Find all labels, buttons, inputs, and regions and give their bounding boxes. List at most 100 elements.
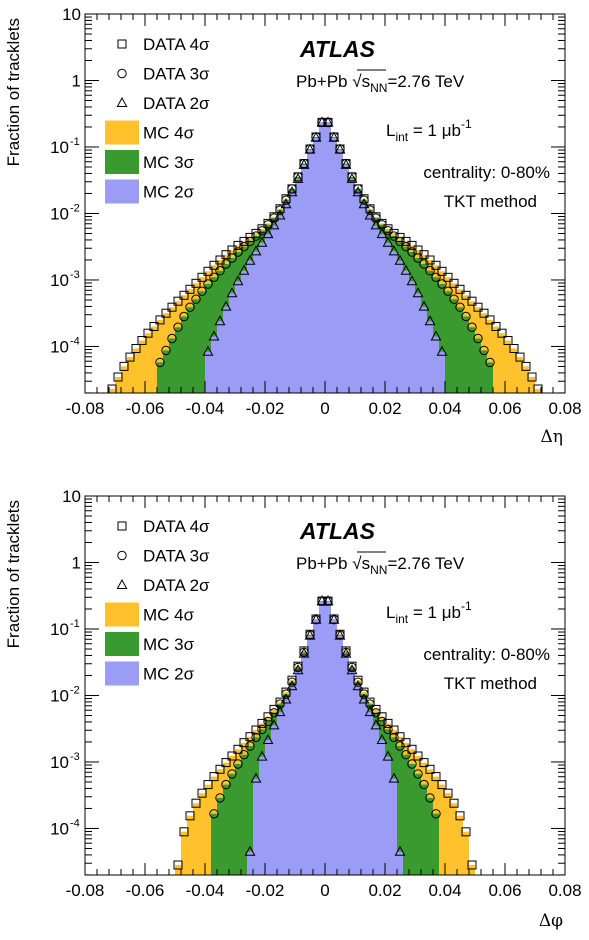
centrality-label: centrality: 0-80% (423, 645, 550, 664)
data-point (262, 733, 274, 744)
data-point (197, 272, 207, 282)
data-point (251, 732, 261, 743)
data-point (286, 680, 298, 691)
data-point (352, 186, 364, 197)
x-tick-label: -0.06 (126, 399, 165, 418)
data-point (244, 254, 256, 265)
data-point (365, 205, 375, 215)
data-point (382, 750, 394, 761)
data-point (191, 294, 201, 304)
data-point (304, 629, 316, 640)
legend-label: MC 4σ (143, 124, 195, 143)
data-point (286, 186, 298, 197)
data-point (287, 677, 297, 687)
data-point (400, 264, 412, 275)
data-point (239, 750, 249, 760)
y-tick-exponent: -2 (70, 202, 80, 214)
data-point (185, 811, 195, 821)
data-point (203, 279, 213, 289)
data-point (431, 772, 441, 782)
data-point (173, 296, 183, 306)
legend-label: MC 3σ (143, 635, 195, 654)
y-tick-exponent: -4 (70, 817, 80, 829)
y-tick-label: 10 (50, 204, 69, 223)
chart-panel-dphi: -0.08 -0.06 -0.04 -0.02 0 0.02 0.04 0.06 0.08 10 1… (4, 487, 582, 931)
x-axis-label: Δη (541, 427, 563, 447)
data-point (425, 793, 435, 803)
data-point (197, 788, 207, 798)
data-point (221, 259, 231, 269)
data-point (437, 279, 447, 289)
x-tick-label: 0.04 (428, 881, 461, 900)
y-tick-exponent: -3 (70, 269, 80, 281)
y-tick-label: 10 (62, 487, 81, 506)
data-point (394, 254, 406, 265)
data-point (179, 311, 189, 322)
data-point (155, 357, 165, 368)
data-point (215, 793, 225, 803)
data-point (268, 219, 280, 230)
data-point (334, 143, 346, 154)
data-point (461, 827, 471, 837)
legend-fill-swatch (105, 602, 139, 627)
data-point (359, 689, 369, 699)
data-point (413, 769, 423, 779)
y-tick-label: 10 (50, 337, 69, 356)
legend-fill-swatch (105, 632, 139, 656)
data-point (304, 143, 316, 154)
legend-label: MC 2σ (143, 183, 195, 202)
data-point (287, 184, 297, 194)
data-point (376, 733, 388, 744)
data-point (412, 287, 424, 298)
data-point (394, 845, 406, 856)
data-point (209, 809, 219, 819)
data-point (161, 308, 171, 318)
data-point (173, 322, 183, 332)
data-point (515, 352, 525, 362)
data-point (251, 725, 261, 735)
data-point (256, 750, 268, 761)
x-tick-label: 0.06 (488, 399, 521, 418)
legend-fill-swatch (105, 120, 139, 145)
data-point (358, 693, 370, 704)
x-tick-label: -0.08 (66, 881, 105, 900)
data-point (497, 328, 507, 338)
data-point (370, 219, 382, 230)
data-point (407, 759, 417, 769)
data-point (443, 788, 453, 798)
data-point (485, 357, 495, 368)
data-point (179, 290, 189, 300)
data-point (233, 744, 243, 754)
data-point (401, 242, 411, 252)
x-tick-label: -0.02 (246, 399, 285, 418)
data-point (119, 361, 129, 371)
data-point (359, 195, 369, 205)
legend-label: DATA 3σ (143, 65, 210, 84)
data-point (167, 302, 177, 312)
data-point (395, 732, 405, 742)
mc-fill-2 (247, 601, 403, 875)
x-ticks: -0.08 -0.06 -0.04 -0.02 0 0.02 0.04 0.06 0.08 (66, 496, 582, 900)
data-point (485, 315, 495, 325)
data-point (256, 236, 268, 247)
data-point (292, 172, 304, 183)
data-point (209, 772, 219, 782)
data-point (425, 266, 435, 276)
data-point (316, 116, 328, 127)
data-point (280, 693, 292, 704)
y-tick-exponent: -4 (70, 335, 80, 347)
data-point (491, 322, 501, 331)
x-tick-label: 0.02 (368, 881, 401, 900)
data-point (340, 647, 352, 658)
data-point (419, 758, 429, 768)
data-point (322, 595, 334, 606)
x-tick-label: 0.08 (548, 399, 581, 418)
legend: DATA 4σ DATA 3σ DATA 2σ MC 4σ MC 3σ MC 2σ (105, 35, 210, 204)
data-point (269, 704, 279, 714)
data-point (449, 278, 459, 288)
legend-label: MC 2σ (143, 665, 195, 684)
legend-fill-swatch (105, 179, 139, 204)
data-point (281, 195, 291, 205)
